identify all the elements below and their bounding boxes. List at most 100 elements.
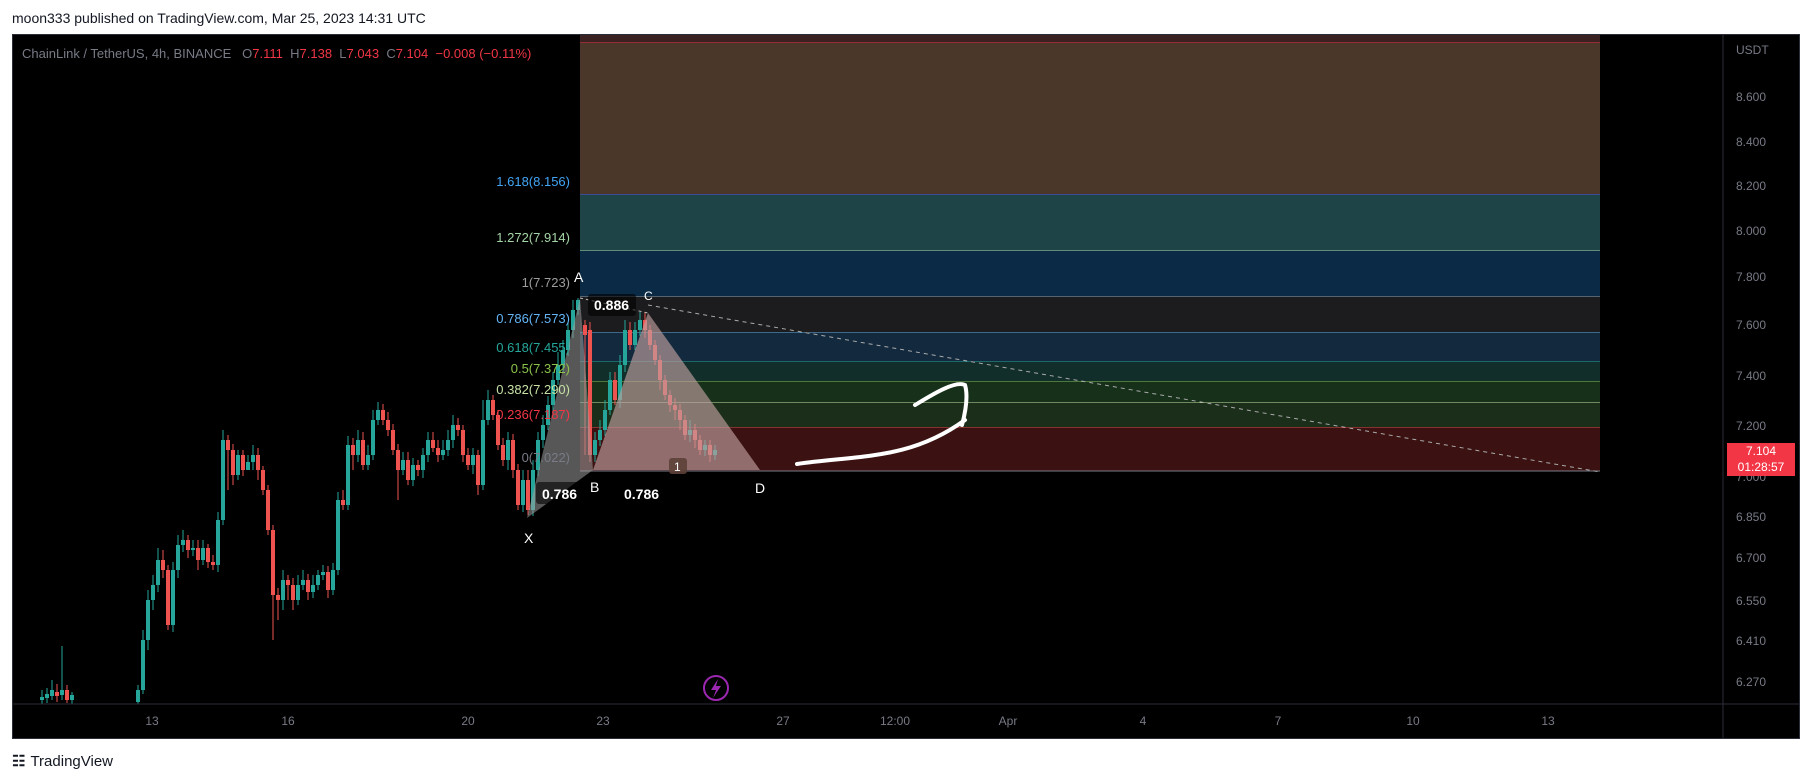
candle-body	[55, 692, 59, 696]
time-tick: 4	[1140, 714, 1147, 728]
candle-body	[583, 325, 587, 335]
candle-body	[176, 545, 180, 570]
lightning-icon[interactable]	[703, 675, 729, 701]
idea-marker-box[interactable]	[669, 458, 687, 474]
candle-body	[256, 455, 260, 470]
price-axis-currency: USDT	[1736, 43, 1769, 57]
fib-zones	[580, 35, 1600, 472]
candle-body	[421, 455, 425, 470]
candle-body	[266, 490, 270, 530]
price-tick: 7.200	[1736, 419, 1766, 433]
fib-label-0382: 0.382(7.290)	[496, 382, 570, 397]
price-tick: 6.850	[1736, 510, 1766, 524]
price-tick: 6.550	[1736, 594, 1766, 608]
close-value: 7.104	[395, 46, 429, 61]
candle-body	[446, 440, 450, 450]
candle-body	[588, 330, 592, 455]
candle-body	[461, 430, 465, 455]
candle-body	[201, 548, 205, 560]
candle-body	[536, 440, 540, 470]
fib-label-05: 0.5(7.372)	[511, 361, 570, 376]
candle-body	[376, 410, 380, 420]
candle-body	[481, 420, 485, 485]
candle-body	[613, 380, 617, 400]
candle-body	[231, 450, 235, 475]
time-tick: 12:00	[880, 714, 910, 728]
candle-body	[396, 450, 400, 470]
candle-body	[241, 455, 245, 470]
candle-body	[236, 455, 240, 475]
candle-body	[346, 445, 350, 505]
candle-body	[216, 520, 220, 565]
candle-body	[226, 440, 230, 450]
candle-body	[65, 690, 69, 700]
candle-body	[381, 410, 385, 420]
candle-body	[171, 570, 175, 625]
candle-body	[551, 380, 555, 405]
time-tick: 23	[596, 714, 610, 728]
candle-body	[151, 585, 155, 600]
high-label: H	[290, 46, 300, 61]
candle-body	[566, 330, 570, 350]
pattern-bcd-triangle	[593, 313, 760, 470]
candle-body	[406, 460, 410, 480]
candle-body	[40, 697, 44, 700]
price-tick: 7.800	[1736, 270, 1766, 284]
price-tick: 7.400	[1736, 369, 1766, 383]
candle-body	[371, 420, 375, 455]
harmonic-pattern[interactable]	[527, 297, 1601, 518]
candle-body	[386, 420, 390, 430]
publication-header: moon333 published on TradingView.com, Ma…	[12, 10, 426, 26]
fib-label-0618: 0.618(7.455)	[496, 340, 570, 355]
candle-body	[526, 480, 530, 510]
candle-body	[531, 470, 535, 510]
fib-label-0: 0(7.022)	[522, 450, 570, 465]
candle-body	[456, 425, 460, 430]
ratio-xb-box	[536, 482, 584, 504]
open-label: O	[242, 46, 253, 61]
candle-body	[501, 445, 505, 460]
price-tick: 6.270	[1736, 675, 1766, 689]
candle-body	[441, 450, 445, 455]
tradingview-logo[interactable]: ☷ TradingView	[12, 752, 113, 771]
candle-body	[491, 400, 495, 415]
time-tick: 13	[145, 714, 159, 728]
fib-level-labels: 1.618(8.156) 1.272(7.914) 1(7.723) 0.786…	[496, 174, 570, 465]
candle-body	[196, 548, 200, 560]
candle-body	[411, 465, 415, 480]
price-tick: 6.410	[1736, 634, 1766, 648]
ratio-ac-box	[588, 294, 636, 316]
candle-body	[166, 570, 170, 625]
candle-body	[70, 695, 74, 700]
ratio-xb-label: 0.786	[542, 486, 577, 502]
candle-body	[476, 455, 480, 485]
candle-body	[45, 694, 49, 698]
candle-body	[576, 300, 580, 310]
idea-marker-label[interactable]: 1	[674, 460, 681, 474]
candle-body	[316, 575, 320, 585]
price-tick: 8.000	[1736, 224, 1766, 238]
fib-label-0786: 0.786(7.573)	[496, 311, 570, 326]
candle-body	[546, 405, 550, 425]
price-tick: 7.600	[1736, 318, 1766, 332]
candle-body	[141, 640, 145, 690]
candle-body	[321, 572, 325, 575]
fib-zone-0786-1	[580, 297, 1600, 333]
time-tick: Apr	[999, 714, 1018, 728]
candle-body	[291, 585, 295, 600]
bar-countdown: 01:28:57	[1737, 460, 1785, 474]
candle-body	[296, 585, 300, 600]
candle-body	[401, 460, 405, 470]
candle-body	[628, 330, 632, 345]
time-tick: 7	[1275, 714, 1282, 728]
time-axis: 13 16 20 23 27 12:00 Apr 4 7 10 13	[145, 714, 1555, 728]
price-axis: USDT 8.600 8.400 8.200 8.000 7.800 7.600…	[1736, 43, 1769, 689]
fib-zone-0382-05	[580, 382, 1600, 403]
current-price-badge: 7.104 01:28:57	[1727, 443, 1795, 476]
change-value: −0.008 (−0.11%)	[435, 46, 532, 61]
candle-body	[181, 540, 185, 545]
candle-body	[436, 448, 440, 455]
candle-body	[206, 548, 210, 562]
symbol-name: ChainLink / TetherUS, 4h, BINANCE	[22, 46, 232, 61]
